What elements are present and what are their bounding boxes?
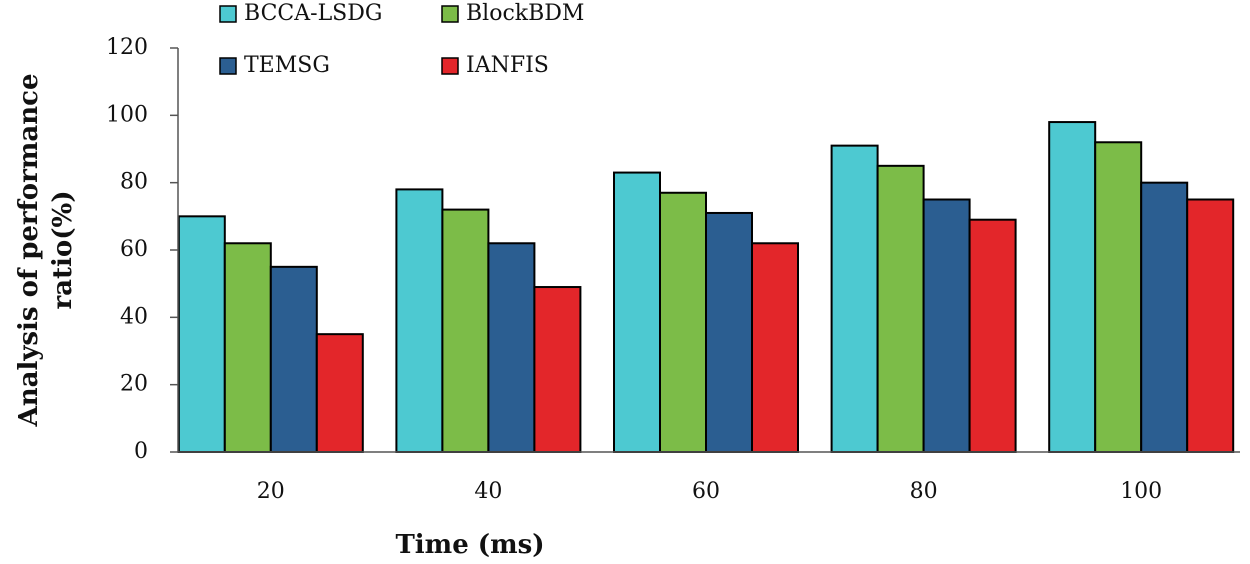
y-tick-label: 60 bbox=[120, 237, 148, 262]
legend-swatch bbox=[441, 5, 459, 23]
x-tick-label: 60 bbox=[692, 479, 720, 504]
bar bbox=[968, 218, 1017, 453]
bar bbox=[177, 215, 226, 453]
bar bbox=[533, 286, 582, 453]
legend-label: BCCA-LSDG bbox=[244, 1, 382, 26]
bar bbox=[876, 164, 925, 453]
y-tick-label: 20 bbox=[120, 372, 148, 397]
y-tick-label: 40 bbox=[120, 304, 148, 329]
bar bbox=[751, 242, 799, 453]
y-tick-label: 120 bbox=[106, 35, 148, 60]
x-tick-label: 100 bbox=[1120, 479, 1162, 504]
x-tick-label: 20 bbox=[257, 479, 285, 504]
legend-label: BlockBDM bbox=[466, 1, 584, 26]
bar bbox=[441, 208, 490, 453]
bar bbox=[659, 191, 707, 453]
bar bbox=[830, 144, 879, 453]
bar bbox=[269, 265, 318, 454]
x-axis-title: Time (ms) bbox=[395, 530, 544, 560]
y-axis-title: ratio(%) bbox=[48, 190, 78, 309]
bar bbox=[487, 242, 536, 453]
legend-label: IANFIS bbox=[466, 53, 549, 78]
legend-swatch bbox=[219, 5, 237, 23]
legend-swatch bbox=[441, 57, 459, 75]
bar bbox=[1186, 198, 1235, 453]
x-tick-label: 40 bbox=[474, 479, 502, 504]
bar bbox=[922, 198, 971, 453]
bar bbox=[705, 211, 753, 453]
bar bbox=[395, 188, 444, 453]
y-tick-label: 0 bbox=[134, 439, 148, 464]
x-tick-label: 80 bbox=[910, 479, 938, 504]
y-tick-label: 80 bbox=[120, 170, 148, 195]
bar bbox=[1140, 181, 1189, 454]
legend-label: TEMSG bbox=[244, 53, 330, 78]
legend-swatch bbox=[219, 57, 237, 75]
bar bbox=[315, 333, 364, 453]
bar bbox=[223, 242, 272, 453]
bar bbox=[613, 171, 661, 453]
y-axis-title: Analysis of performance bbox=[14, 74, 44, 428]
bar bbox=[1094, 141, 1143, 453]
bar bbox=[1048, 121, 1097, 453]
y-tick-label: 100 bbox=[106, 102, 148, 127]
